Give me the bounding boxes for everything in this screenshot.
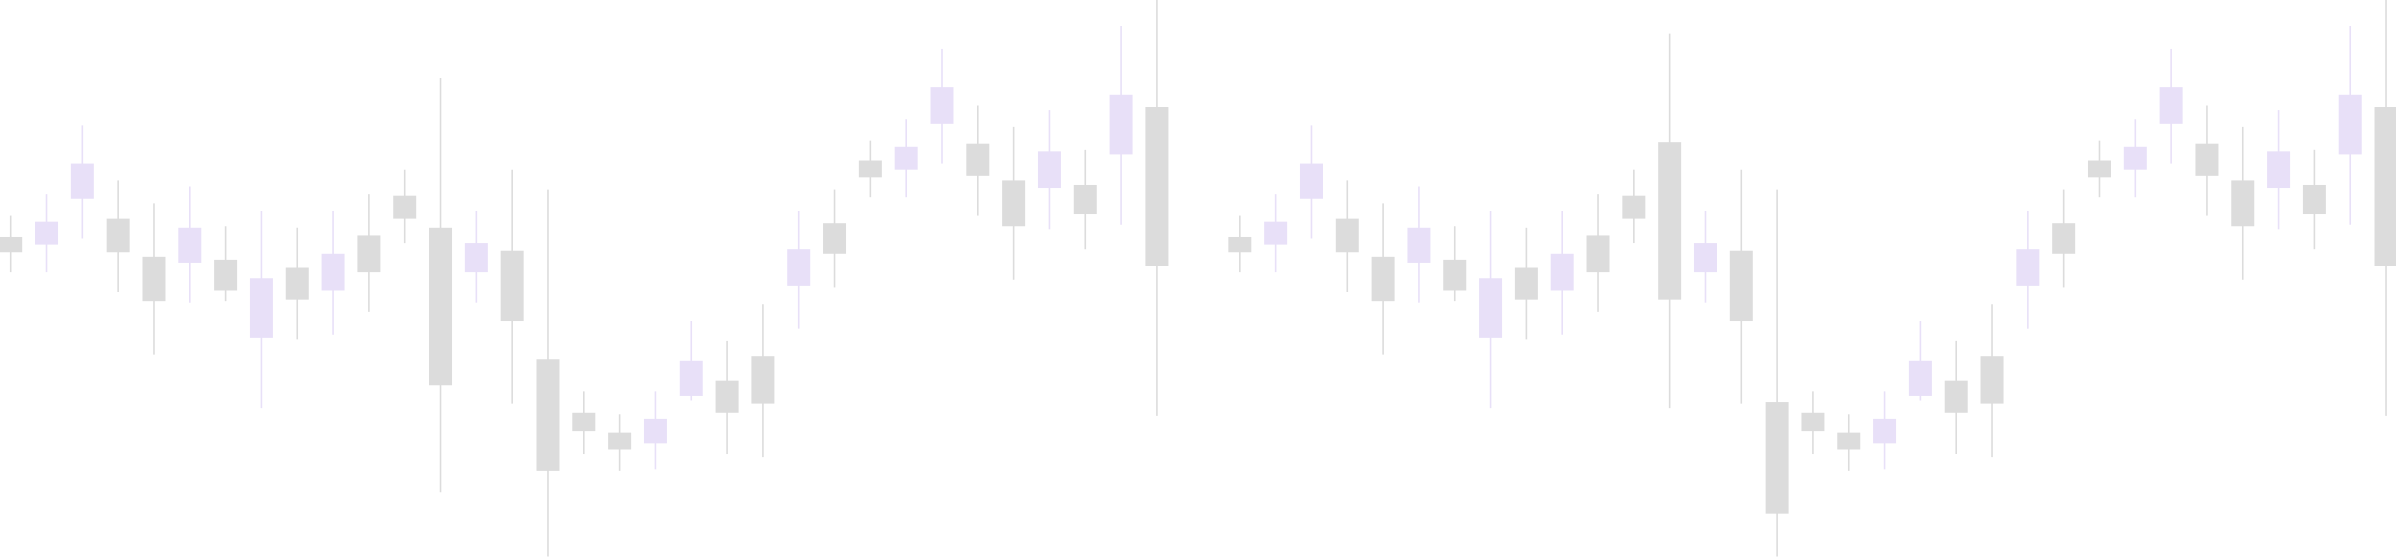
candle-body [106, 218, 130, 253]
candle-body [1109, 94, 1133, 155]
candle-body [1335, 218, 1359, 253]
candle-body [249, 278, 273, 338]
candle-body [2159, 87, 2183, 124]
candle-body [1073, 184, 1097, 215]
candle-body [178, 227, 202, 263]
candle-body [1837, 432, 1861, 450]
candle-body [1002, 180, 1026, 227]
candle-body [608, 432, 632, 450]
candle-body [1264, 221, 1288, 245]
candle-body [1299, 163, 1323, 199]
candle-body [393, 195, 417, 219]
candle-body [1729, 250, 1753, 322]
candle-body [2123, 146, 2147, 170]
candle-body [2338, 94, 2362, 155]
candle-body [536, 359, 560, 471]
candle-body [35, 221, 59, 245]
candle-body [1980, 356, 2004, 404]
candle-body [1145, 107, 1169, 267]
candle-body [0, 236, 23, 253]
candle-body [1765, 402, 1789, 514]
candle-body [643, 418, 667, 444]
candle-body [1514, 267, 1538, 300]
candle-body [787, 249, 811, 286]
candle-body [142, 256, 166, 302]
candle-body [2267, 151, 2291, 189]
candle-body [751, 356, 775, 404]
candle-body [1801, 412, 1825, 432]
candle-body [321, 253, 345, 291]
candle-body [679, 360, 703, 396]
candle-body [429, 227, 453, 386]
candle-body [2231, 180, 2255, 227]
candle-body [1873, 418, 1897, 444]
candle-body [715, 380, 739, 413]
candle-body [1550, 253, 1574, 291]
candle-body [966, 143, 990, 176]
candle-body [858, 160, 882, 178]
candle-body [1586, 235, 1610, 273]
candle-body [285, 267, 309, 300]
candle-body [1371, 256, 1395, 302]
candle-body [930, 87, 954, 124]
candle-body [1908, 360, 1932, 396]
candle-body [2016, 249, 2040, 286]
candle-body [572, 412, 596, 432]
candle-body [1944, 380, 1968, 413]
candle-body [1622, 195, 1646, 219]
candle-body [357, 235, 381, 273]
candle-body [2374, 107, 2396, 267]
candle-body [2052, 223, 2076, 254]
candle-body [894, 146, 918, 170]
candle-body [214, 259, 238, 291]
candle-body [823, 223, 847, 254]
candle-body [2302, 184, 2326, 215]
candle-body [1228, 236, 1252, 253]
candle-body [1693, 243, 1717, 273]
candle-body [1658, 142, 1682, 300]
candle-body [1479, 278, 1503, 338]
candle-body [464, 243, 488, 273]
candle-body [70, 163, 94, 199]
candle-body [1443, 259, 1467, 291]
candle-body [1407, 227, 1431, 263]
candle-body [500, 250, 524, 322]
candle-body [2087, 160, 2111, 178]
candle-body [2195, 143, 2219, 176]
candle-body [1037, 151, 1061, 189]
